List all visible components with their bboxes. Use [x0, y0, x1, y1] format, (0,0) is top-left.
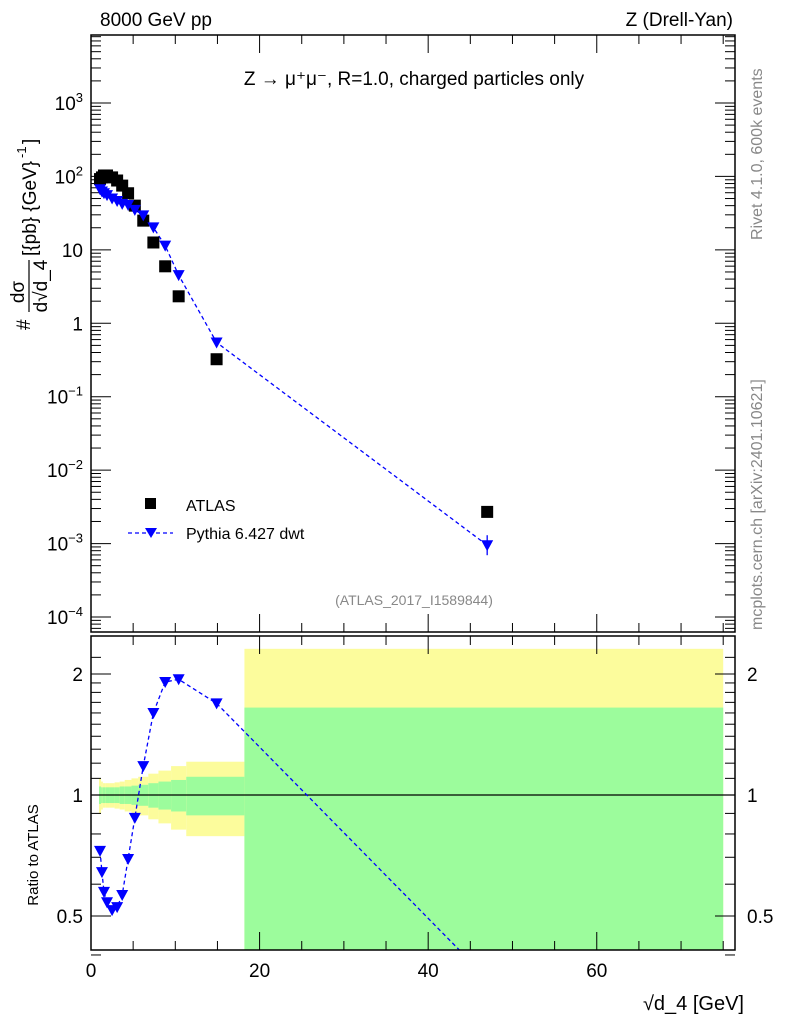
atlas-point — [122, 187, 135, 200]
pythia-point — [128, 204, 141, 216]
x-tick-label: 0 — [86, 961, 97, 982]
x-axis-label: √d_4 [GeV] — [643, 993, 744, 1015]
legend-label-atlas: ATLAS — [186, 498, 236, 515]
ylabel-close: ] — [20, 139, 41, 144]
x-tick-label: 20 — [249, 961, 270, 982]
ratio-point — [147, 707, 160, 719]
ratio-series — [94, 674, 461, 950]
plot-title: Z → μ⁺μ⁻, R=1.0, charged particles only — [244, 69, 585, 90]
side-label-mcplots: mcplots.cern.ch [arXiv:2401.10621] — [749, 379, 766, 630]
pythia-point — [147, 222, 160, 234]
main-y-tick-label: 10−1 — [47, 384, 83, 409]
ratio-point — [159, 677, 172, 689]
pythia-point — [210, 337, 223, 349]
y-axis-label: # dσ d√d_4 [{pb} {GeV} -1 ] — [8, 139, 52, 330]
main-y-tick-label: 1 — [72, 314, 83, 335]
ratio-point — [172, 674, 185, 686]
ratio-point — [94, 845, 107, 857]
ratio-point — [116, 889, 129, 901]
pythia-point — [159, 240, 172, 252]
pythia-point — [101, 190, 114, 202]
side-label-rivet: Rivet 4.1.0, 600k events — [749, 68, 766, 240]
atlas-point — [481, 505, 494, 518]
x-tick-label: 40 — [418, 961, 439, 982]
x-tick-label: 60 — [586, 961, 607, 982]
ratio-point — [97, 886, 110, 898]
atlas-point — [116, 179, 129, 192]
ylabel-num: dσ — [8, 281, 29, 304]
main-y-tick-label: 102 — [55, 163, 83, 188]
main-y-tick-label: 10 — [62, 241, 83, 262]
main-frame — [90, 34, 736, 633]
pythia-point — [137, 210, 150, 222]
ylabel-exp: -1 — [14, 146, 29, 158]
ratio-point — [101, 897, 114, 909]
ratio-plot: 0.5 0.51 12 20 20 40 60 — [57, 635, 773, 982]
ylabel-den: d√d_4 — [31, 259, 52, 312]
ratio-point — [111, 902, 124, 914]
ylabel-units: [{pb} {GeV} — [20, 161, 41, 256]
analysis-label: (ATLAS_2017_I1589844) — [335, 592, 493, 608]
ratio-y-tick-label-right: 0.5 — [747, 907, 773, 928]
ratio-y-tick-label: 0.5 — [57, 907, 83, 928]
main-y-tick-label: 10−3 — [47, 531, 83, 556]
main-y-tick-label: 10−2 — [47, 457, 83, 482]
ylabel-prefix: # — [14, 319, 35, 330]
atlas-point — [147, 236, 160, 249]
ratio-point — [122, 854, 135, 866]
atlas-point — [210, 353, 223, 366]
pythia-point — [172, 270, 185, 282]
uncertainty-band-inner — [186, 776, 245, 816]
uncertainty-band-inner — [244, 707, 724, 950]
ratio-y-tick-label: 2 — [72, 665, 83, 686]
legend-marker-atlas — [145, 498, 156, 509]
ratio-point — [137, 761, 150, 773]
main-y-tick-label: 10−4 — [47, 604, 83, 629]
ratio-point — [95, 867, 108, 879]
atlas-point — [159, 260, 172, 273]
ratio-y-tick-label: 1 — [72, 786, 83, 807]
pythia-point — [122, 199, 135, 211]
ratio-frame — [90, 635, 736, 951]
ratio-y-tick-label-right: 2 — [747, 665, 758, 686]
ratio-point — [210, 698, 223, 710]
header-right: Z (Drell-Yan) — [626, 10, 733, 31]
uncertainty-band-inner — [171, 779, 187, 812]
ratio-point — [128, 812, 141, 824]
legend-marker-pythia — [145, 528, 157, 538]
pythia-point — [111, 195, 124, 207]
atlas-point — [172, 290, 185, 303]
ratio-y-tick-label-right: 1 — [747, 786, 758, 807]
header-left: 8000 GeV pp — [100, 10, 212, 31]
main-y-tick-label: 103 — [55, 90, 83, 115]
ratio-y-label: Ratio to ATLAS — [25, 804, 42, 905]
legend-label-pythia: Pythia 6.427 dwt — [186, 526, 305, 543]
